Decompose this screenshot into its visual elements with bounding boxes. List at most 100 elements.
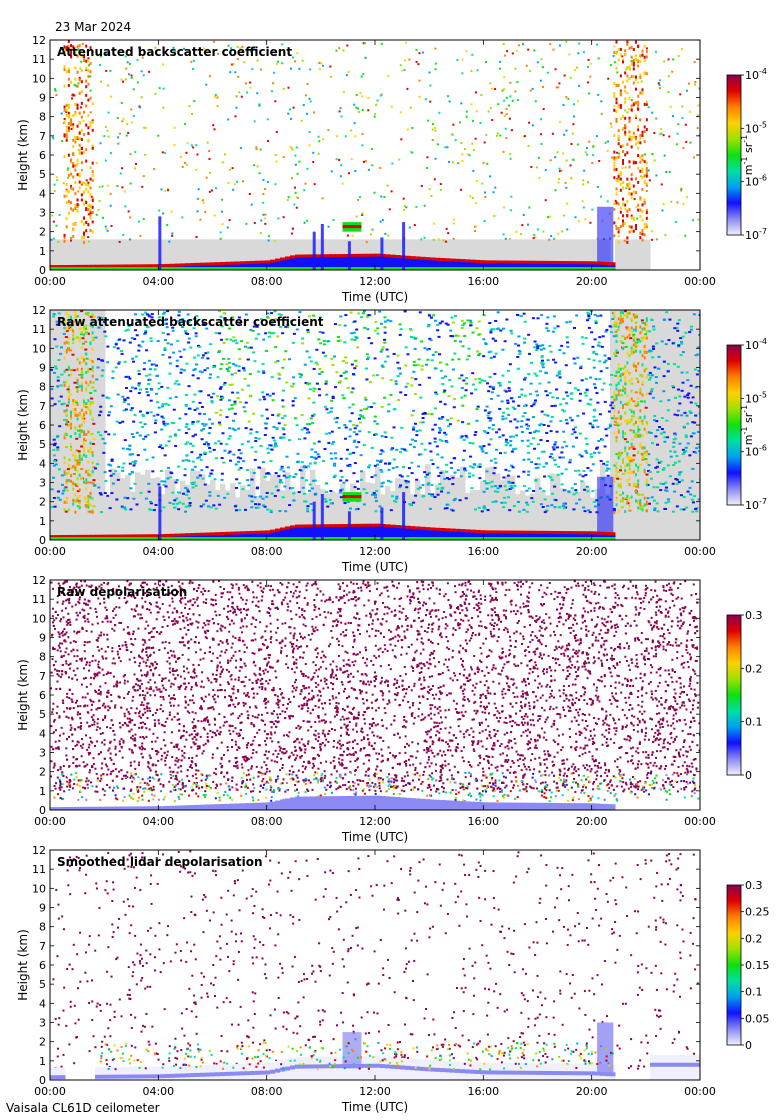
colorbar-tick-label: 0.2 bbox=[745, 662, 763, 675]
y-tick-label: 4 bbox=[39, 457, 46, 470]
y-tick-label: 6 bbox=[39, 689, 46, 702]
x-tick-label: 00:00 bbox=[684, 275, 716, 288]
colorbar-tick-label: 10-5 bbox=[745, 390, 767, 405]
y-tick-label: 8 bbox=[39, 111, 46, 124]
y-tick-label: 1 bbox=[39, 785, 46, 798]
y-tick-label: 2 bbox=[39, 1036, 46, 1049]
colorbar-1: 10-710-610-510-4m-1 sr-1 bbox=[726, 67, 767, 242]
x-tick-label: 04:00 bbox=[142, 275, 174, 288]
x-tick-label: 16:00 bbox=[467, 275, 499, 288]
x-tick-label: 12:00 bbox=[359, 545, 391, 558]
y-tick-label: 0 bbox=[39, 1074, 46, 1087]
heatmap-cells bbox=[50, 850, 700, 1080]
y-tick-label: 0 bbox=[39, 534, 46, 547]
x-tick-label: 00:00 bbox=[34, 815, 66, 828]
chart-title: Raw depolarisation bbox=[57, 585, 187, 599]
colorbar-tick-label: 0.3 bbox=[745, 879, 763, 892]
colorbar-tick-exponent: -4 bbox=[759, 67, 767, 76]
y-tick-label: 11 bbox=[32, 593, 46, 606]
y-tick-label: 5 bbox=[39, 168, 46, 181]
y-tick-label: 7 bbox=[39, 130, 46, 143]
x-tick-label: 04:00 bbox=[142, 545, 174, 558]
x-tick-label: 00:00 bbox=[34, 1085, 66, 1098]
y-tick-label: 10 bbox=[32, 342, 46, 355]
x-tick-label: 12:00 bbox=[359, 815, 391, 828]
x-tick-label: 00:00 bbox=[684, 815, 716, 828]
colorbar-tick-label: 0 bbox=[745, 1039, 752, 1052]
x-tick-label: 12:00 bbox=[359, 1085, 391, 1098]
y-tick-label: 3 bbox=[39, 1017, 46, 1030]
y-tick-label: 7 bbox=[39, 940, 46, 953]
x-tick-label: 12:00 bbox=[359, 275, 391, 288]
y-tick-label: 12 bbox=[32, 304, 46, 317]
colorbar-scale bbox=[726, 344, 742, 506]
y-tick-label: 8 bbox=[39, 381, 46, 394]
y-axis-label: Height (km) bbox=[16, 119, 30, 190]
x-tick-label: 08:00 bbox=[251, 275, 283, 288]
y-tick-label: 12 bbox=[32, 574, 46, 587]
y-axis-label: Height (km) bbox=[16, 389, 30, 460]
y-tick-label: 6 bbox=[39, 149, 46, 162]
y-tick-label: 7 bbox=[39, 400, 46, 413]
plot-date: 23 Mar 2024 bbox=[55, 20, 132, 34]
colorbar-tick-exponent: -6 bbox=[759, 444, 767, 453]
x-tick-label: 20:00 bbox=[576, 275, 608, 288]
x-axis-label: Time (UTC) bbox=[341, 1100, 408, 1114]
y-tick-label: 4 bbox=[39, 727, 46, 740]
colorbar-tick-label: 0.1 bbox=[745, 716, 763, 729]
heatmap-cells bbox=[50, 580, 700, 810]
y-tick-label: 1 bbox=[39, 1055, 46, 1068]
y-tick-label: 2 bbox=[39, 226, 46, 239]
y-tick-label: 0 bbox=[39, 804, 46, 817]
colorbar-tick-label: 0.1 bbox=[745, 986, 763, 999]
colorbar-tick-label: 0.25 bbox=[745, 906, 770, 919]
colorbar-unit-label: m-1 sr-1 bbox=[740, 135, 755, 175]
y-tick-label: 10 bbox=[32, 612, 46, 625]
colorbar-tick-label: 0.3 bbox=[745, 609, 763, 622]
colorbar-tick-label: 0.05 bbox=[745, 1012, 770, 1025]
x-tick-label: 08:00 bbox=[251, 1085, 283, 1098]
colorbar-tick-label: 10-4 bbox=[745, 67, 767, 82]
x-tick-label: 16:00 bbox=[467, 545, 499, 558]
y-tick-label: 0 bbox=[39, 264, 46, 277]
y-tick-label: 5 bbox=[39, 438, 46, 451]
y-tick-label: 6 bbox=[39, 419, 46, 432]
colorbar-tick-label: 10-4 bbox=[745, 337, 767, 352]
y-tick-label: 5 bbox=[39, 708, 46, 721]
colorbar-scale bbox=[726, 884, 742, 1046]
x-tick-label: 20:00 bbox=[576, 545, 608, 558]
y-tick-label: 8 bbox=[39, 651, 46, 664]
chart-title: Smoothed lidar depolarisation bbox=[57, 855, 263, 869]
y-tick-label: 9 bbox=[39, 92, 46, 105]
y-tick-label: 10 bbox=[32, 72, 46, 85]
y-tick-label: 4 bbox=[39, 997, 46, 1010]
y-tick-label: 9 bbox=[39, 632, 46, 645]
x-tick-label: 00:00 bbox=[684, 545, 716, 558]
x-tick-label: 20:00 bbox=[576, 815, 608, 828]
x-tick-label: 16:00 bbox=[467, 815, 499, 828]
colorbar-tick-label: 0.15 bbox=[745, 959, 770, 972]
colorbar-tick-exponent: -5 bbox=[759, 120, 767, 129]
y-tick-label: 2 bbox=[39, 496, 46, 509]
y-tick-label: 7 bbox=[39, 670, 46, 683]
colorbar-tick-label: 10-5 bbox=[745, 120, 767, 135]
y-tick-label: 1 bbox=[39, 245, 46, 258]
y-tick-label: 3 bbox=[39, 477, 46, 490]
colorbar-tick-exponent: -6 bbox=[759, 174, 767, 183]
x-tick-label: 20:00 bbox=[576, 1085, 608, 1098]
y-tick-label: 11 bbox=[32, 863, 46, 876]
y-tick-label: 10 bbox=[32, 882, 46, 895]
x-axis-label: Time (UTC) bbox=[341, 830, 408, 844]
colorbar-tick-label: 0 bbox=[745, 769, 752, 782]
colorbar-scale bbox=[726, 614, 742, 776]
x-tick-label: 00:00 bbox=[34, 545, 66, 558]
y-tick-label: 12 bbox=[32, 844, 46, 857]
chart-title: Attenuated backscatter coefficient bbox=[57, 45, 292, 59]
x-tick-label: 16:00 bbox=[467, 1085, 499, 1098]
